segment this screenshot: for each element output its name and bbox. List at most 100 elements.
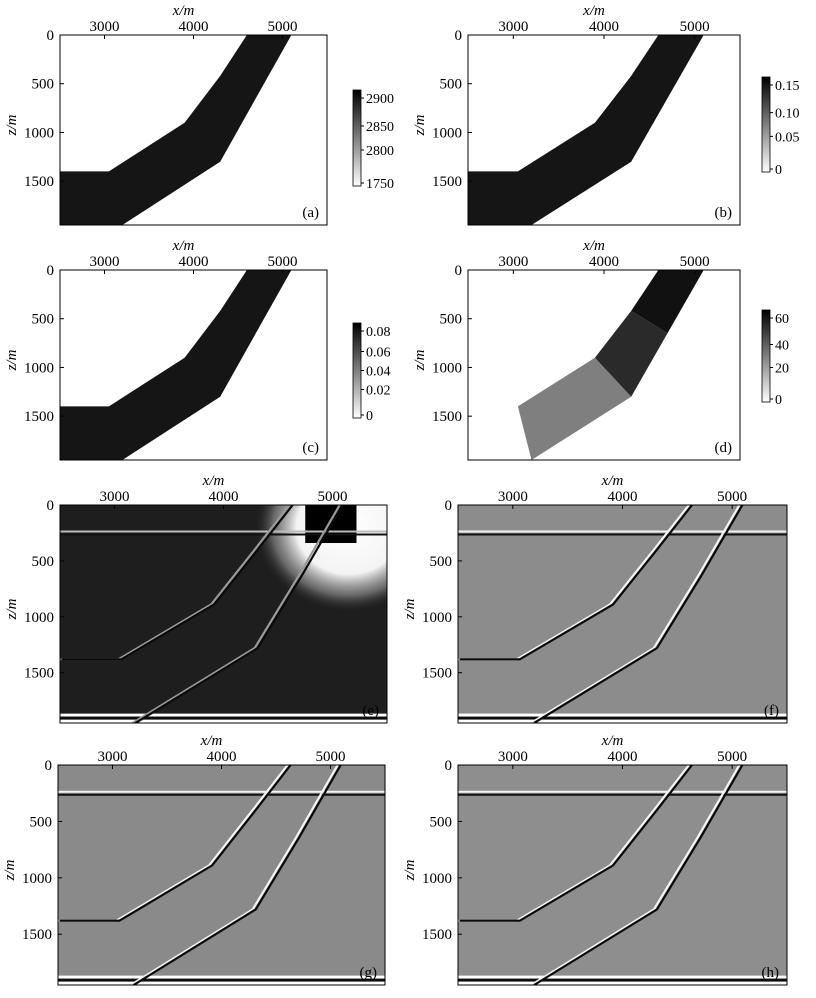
plot-area-f xyxy=(458,505,787,723)
x-tick-label: 5000 xyxy=(316,749,346,765)
z-axis-label: z/m xyxy=(402,859,418,881)
z-tick-label: 1500 xyxy=(432,409,462,425)
colorbar xyxy=(761,76,771,173)
z-tick-label: 0 xyxy=(455,28,463,44)
x-tick-label: 4000 xyxy=(608,749,638,765)
x-axis-label: x/m xyxy=(582,3,605,19)
reflector-dipping-dark xyxy=(533,505,744,723)
x-tick-label: 4000 xyxy=(608,489,638,505)
colorbar-tick-label: 1750 xyxy=(366,177,394,192)
z-axis-label: z/m xyxy=(4,114,20,136)
panel-f: 3000 4000 5000 0 500 1000 1500 x/m z/m (f) xyxy=(402,473,788,724)
x-tick-label: 3000 xyxy=(90,19,120,35)
z-tick-label: 500 xyxy=(32,554,55,570)
colorbar-tick-label: 0 xyxy=(366,409,373,424)
z-tick-label: 500 xyxy=(430,814,453,830)
x-axis-label: x/m xyxy=(200,733,223,749)
dipping-layer xyxy=(468,35,704,225)
panel-label: (c) xyxy=(302,440,319,456)
z-tick-label: 0 xyxy=(47,263,55,279)
panel-a: 3000 4000 5000 0 500 1000 1500 x/m z/m (a) 2900 285… xyxy=(4,3,394,226)
colorbar-tick-label: 0.08 xyxy=(366,325,391,340)
z-axis-label: z/m xyxy=(4,349,20,371)
colorbar-tick-label: 0 xyxy=(775,393,782,408)
panel-b: 3000 4000 5000 0 500 1000 1500 x/m z/m (b) 0.15 0.1… xyxy=(412,3,800,226)
z-tick-label: 1500 xyxy=(432,174,462,190)
panel-e: 3000 4000 5000 0 500 1000 1500 x/m z/m (e) xyxy=(4,473,388,724)
colorbar-tick-label: 0.02 xyxy=(366,384,391,399)
z-axis-label: z/m xyxy=(2,859,18,881)
colorbar-tick-label: 40 xyxy=(775,339,789,354)
panel-h: 3000 4000 5000 0 500 1000 1500 x/m z/m (h) xyxy=(402,733,788,986)
x-tick-label: 5000 xyxy=(268,254,298,270)
x-tick-label: 4000 xyxy=(589,19,619,35)
z-tick-label: 500 xyxy=(430,554,453,570)
colorbar xyxy=(761,309,771,403)
x-tick-label: 5000 xyxy=(717,749,747,765)
z-tick-label: 0 xyxy=(47,498,55,514)
z-tick-label: 0 xyxy=(445,498,453,514)
colorbar-tick-label: 2850 xyxy=(366,120,394,135)
panel-g: 3000 4000 5000 0 500 1000 1500 x/m z/m (g) xyxy=(2,733,386,986)
x-tick-label: 4000 xyxy=(209,489,239,505)
z-tick-label: 1000 xyxy=(432,360,462,376)
x-tick-label: 4000 xyxy=(179,19,209,35)
z-axis-label: z/m xyxy=(412,114,428,136)
colorbar-tick-label: 2800 xyxy=(366,144,394,159)
layer-segment-middle xyxy=(594,310,668,397)
x-tick-label: 3000 xyxy=(90,254,120,270)
z-tick-label: 1000 xyxy=(24,125,54,141)
plot-area-d xyxy=(468,270,740,460)
image-background xyxy=(458,765,787,985)
z-tick-label: 1500 xyxy=(422,927,452,943)
plot-area-a xyxy=(60,35,327,225)
x-tick-label: 5000 xyxy=(717,489,747,505)
x-tick-label: 4000 xyxy=(179,254,209,270)
z-tick-label: 500 xyxy=(30,814,53,830)
z-tick-label: 500 xyxy=(32,77,55,93)
plot-area-g xyxy=(58,765,385,985)
panel-label: (a) xyxy=(302,205,319,221)
image-background xyxy=(58,765,385,985)
panel-label: (d) xyxy=(715,440,733,456)
panel-label: (e) xyxy=(362,703,379,719)
colorbar-tick-label: 0.05 xyxy=(775,130,800,145)
colorbar-tick-label: 0.04 xyxy=(366,365,391,380)
reflector-dipping-dark xyxy=(61,505,294,661)
colorbar xyxy=(352,89,362,187)
x-tick-label: 3000 xyxy=(498,254,528,270)
x-tick-label: 5000 xyxy=(318,489,348,505)
z-tick-label: 0 xyxy=(47,28,55,44)
reflector-dipping-light xyxy=(530,765,741,985)
x-axis-label: x/m xyxy=(601,473,624,489)
z-tick-label: 0 xyxy=(455,263,463,279)
reflector-dipping-dark xyxy=(459,505,693,661)
z-tick-label: 500 xyxy=(32,312,55,328)
colorbar-tick-label: 0.15 xyxy=(775,79,800,94)
panel-d: 3000 4000 5000 0 500 1000 1500 x/m z/m (d) 60 40 20 0 xyxy=(412,238,789,461)
panel-label: (h) xyxy=(762,965,780,981)
x-tick-label: 3000 xyxy=(498,749,528,765)
colorbar-tick-label: 20 xyxy=(775,362,789,377)
reflector-dipping-light xyxy=(132,505,341,723)
z-tick-label: 1500 xyxy=(24,409,54,425)
x-tick-label: 3000 xyxy=(498,19,528,35)
z-tick-label: 1000 xyxy=(24,360,54,376)
colorbar xyxy=(352,322,362,419)
x-tick-label: 3000 xyxy=(98,749,128,765)
x-axis-label: x/m xyxy=(601,733,624,749)
reflector-dipping-dark xyxy=(135,505,344,723)
z-tick-label: 500 xyxy=(440,77,463,93)
x-tick-label: 4000 xyxy=(589,254,619,270)
colorbar-tick-label: 60 xyxy=(775,312,789,327)
dipping-layer xyxy=(60,35,292,225)
colorbar-tick-label: 2900 xyxy=(366,92,394,107)
layer-segment-shallow xyxy=(631,270,704,334)
z-axis-label: z/m xyxy=(412,349,428,371)
reflector-dipping-light xyxy=(530,505,741,723)
panel-label: (f) xyxy=(764,703,779,719)
z-tick-label: 1000 xyxy=(422,871,452,887)
x-tick-label: 5000 xyxy=(268,19,298,35)
z-tick-label: 500 xyxy=(440,312,463,328)
z-tick-label: 1000 xyxy=(432,125,462,141)
